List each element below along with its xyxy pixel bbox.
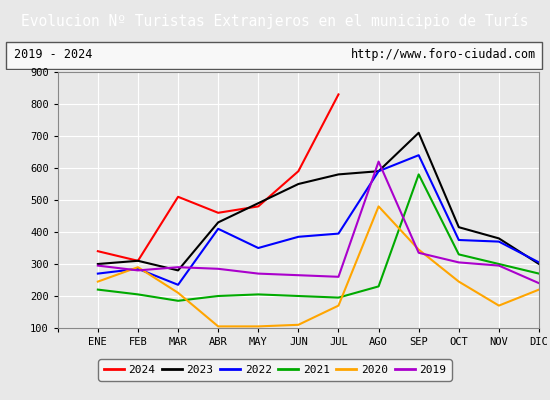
FancyBboxPatch shape (6, 42, 542, 68)
Text: http://www.foro-ciudad.com: http://www.foro-ciudad.com (351, 48, 536, 61)
Text: Evolucion Nº Turistas Extranjeros en el municipio de Turís: Evolucion Nº Turistas Extranjeros en el … (21, 13, 529, 29)
Text: 2019 - 2024: 2019 - 2024 (14, 48, 92, 61)
Legend: 2024, 2023, 2022, 2021, 2020, 2019: 2024, 2023, 2022, 2021, 2020, 2019 (98, 360, 452, 380)
